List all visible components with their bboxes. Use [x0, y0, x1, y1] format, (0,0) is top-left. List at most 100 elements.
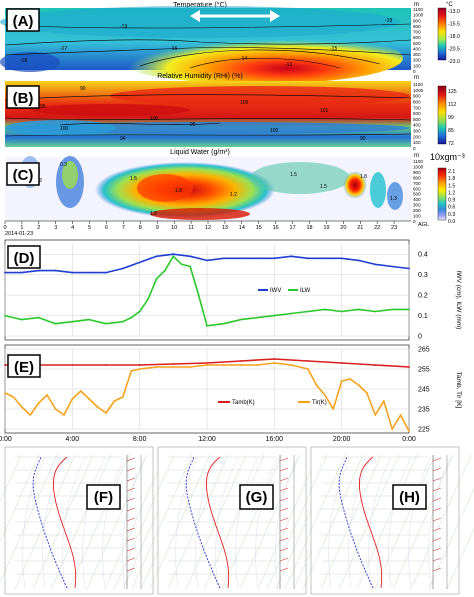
panel-a-title: Temperature (°C)	[173, 1, 227, 9]
y-tick-label: 0.2	[418, 293, 428, 300]
contour-label: 101	[320, 108, 329, 114]
cloud-blob	[370, 172, 386, 208]
data-point	[222, 322, 225, 325]
data-point	[197, 294, 200, 296]
adiabat	[368, 456, 392, 590]
hour-tick-label: 6	[105, 225, 108, 231]
height-axes: 1100100090080070060050040030020010001100…	[413, 7, 424, 224]
contour-label: -13	[285, 62, 292, 68]
data-point	[206, 259, 208, 262]
panel-b-contour	[59, 122, 221, 126]
data-point	[71, 271, 74, 274]
wind-barb	[126, 467, 136, 472]
wind-barb	[279, 477, 289, 482]
wind-barb	[279, 527, 289, 532]
contour-label: -17	[60, 46, 67, 52]
contour-label: 1.2	[230, 192, 237, 198]
height-tick-label: 400	[413, 123, 421, 128]
contour-label: 94	[120, 136, 126, 142]
wind-barb	[279, 467, 289, 472]
data-point	[357, 384, 360, 386]
height-tick-label: 0	[413, 146, 416, 151]
data-point	[189, 255, 192, 258]
data-point	[155, 366, 158, 368]
height-tick-label: 300	[413, 203, 421, 208]
unit-label-c: 10xgm⁻³	[430, 152, 465, 162]
cloud-core	[343, 171, 367, 199]
contour-label: -19	[385, 18, 392, 24]
colorbar-tick-label: 72	[448, 141, 454, 147]
contour-label: 1.5	[130, 176, 137, 182]
data-point	[408, 308, 410, 311]
data-point	[323, 257, 326, 260]
height-tick-label: 500	[413, 41, 421, 46]
y-tick-label: 0.4	[418, 252, 428, 259]
data-point	[88, 271, 91, 274]
data-point	[408, 366, 410, 368]
temperature-profile	[359, 456, 383, 589]
data-point	[315, 384, 318, 386]
data-point	[399, 414, 402, 416]
time-tick-label: 20:00	[333, 436, 351, 443]
isotherm	[221, 454, 283, 590]
adiabat	[175, 456, 199, 590]
data-point	[357, 259, 360, 262]
contour-label: 100	[150, 116, 159, 122]
hour-tick-label: 1	[20, 225, 23, 231]
panel-d-yticks: 0 0.1 0.2 0.3 0.4	[418, 252, 428, 341]
height-tick-label: 1000	[413, 164, 424, 169]
data-point	[155, 277, 158, 280]
panel-b-contour	[4, 117, 412, 121]
data-point	[4, 392, 6, 394]
hour-tick-label: 17	[290, 225, 296, 231]
contour-label: 90	[360, 136, 366, 142]
data-point	[222, 257, 225, 260]
colorbar-tick-label: -15.5	[448, 22, 460, 28]
wind-barb	[279, 537, 289, 542]
data-point	[290, 312, 293, 315]
isotherm	[302, 454, 364, 590]
data-point	[374, 263, 377, 266]
contour-label: 1.8	[175, 188, 182, 194]
hour-tick-label: 13	[222, 225, 228, 231]
data-point	[138, 261, 141, 264]
hour-tick-label: 11	[188, 225, 194, 231]
panel-b-letter: (B)	[6, 85, 40, 109]
data-point	[239, 257, 242, 260]
data-point	[340, 380, 343, 382]
adiabat	[215, 456, 239, 590]
data-point	[138, 368, 141, 370]
cloud-core	[150, 208, 250, 220]
data-point	[79, 390, 82, 392]
y-tick-label: 0.1	[418, 313, 428, 320]
contour-label: 105	[240, 100, 249, 106]
svg-text:(A): (A)	[13, 13, 34, 30]
height-tick-label: 500	[413, 192, 421, 197]
unit-label: m	[414, 153, 419, 159]
adiabat	[328, 456, 352, 590]
wind-barb	[432, 477, 442, 482]
data-point	[172, 253, 175, 256]
isotherm	[0, 454, 40, 543]
dewpoint-profile	[338, 456, 374, 589]
data-point	[105, 322, 107, 325]
hour-tick-label: 15	[256, 225, 262, 231]
data-point	[256, 364, 259, 366]
isotherm	[257, 454, 319, 590]
skewt-frame	[4, 446, 154, 595]
data-point	[349, 378, 351, 380]
colorbar-tick-label: 0.6	[448, 205, 455, 211]
y-tick-label: 265	[418, 347, 430, 354]
panel-d-ylabel: IWV (cm), ILW (mm)	[455, 271, 462, 330]
contour-label: -15	[330, 46, 337, 52]
height-tick-label: 700	[413, 105, 421, 110]
data-point	[307, 310, 309, 313]
height-tick-label: 400	[413, 197, 421, 202]
data-point	[130, 316, 133, 319]
isotherm	[104, 454, 166, 590]
data-point	[290, 364, 293, 366]
data-point	[54, 269, 57, 272]
skewt-panel-g: (G)	[113, 446, 355, 595]
hour-tick-label: 3	[54, 225, 57, 231]
panel-letter-box	[86, 484, 121, 510]
